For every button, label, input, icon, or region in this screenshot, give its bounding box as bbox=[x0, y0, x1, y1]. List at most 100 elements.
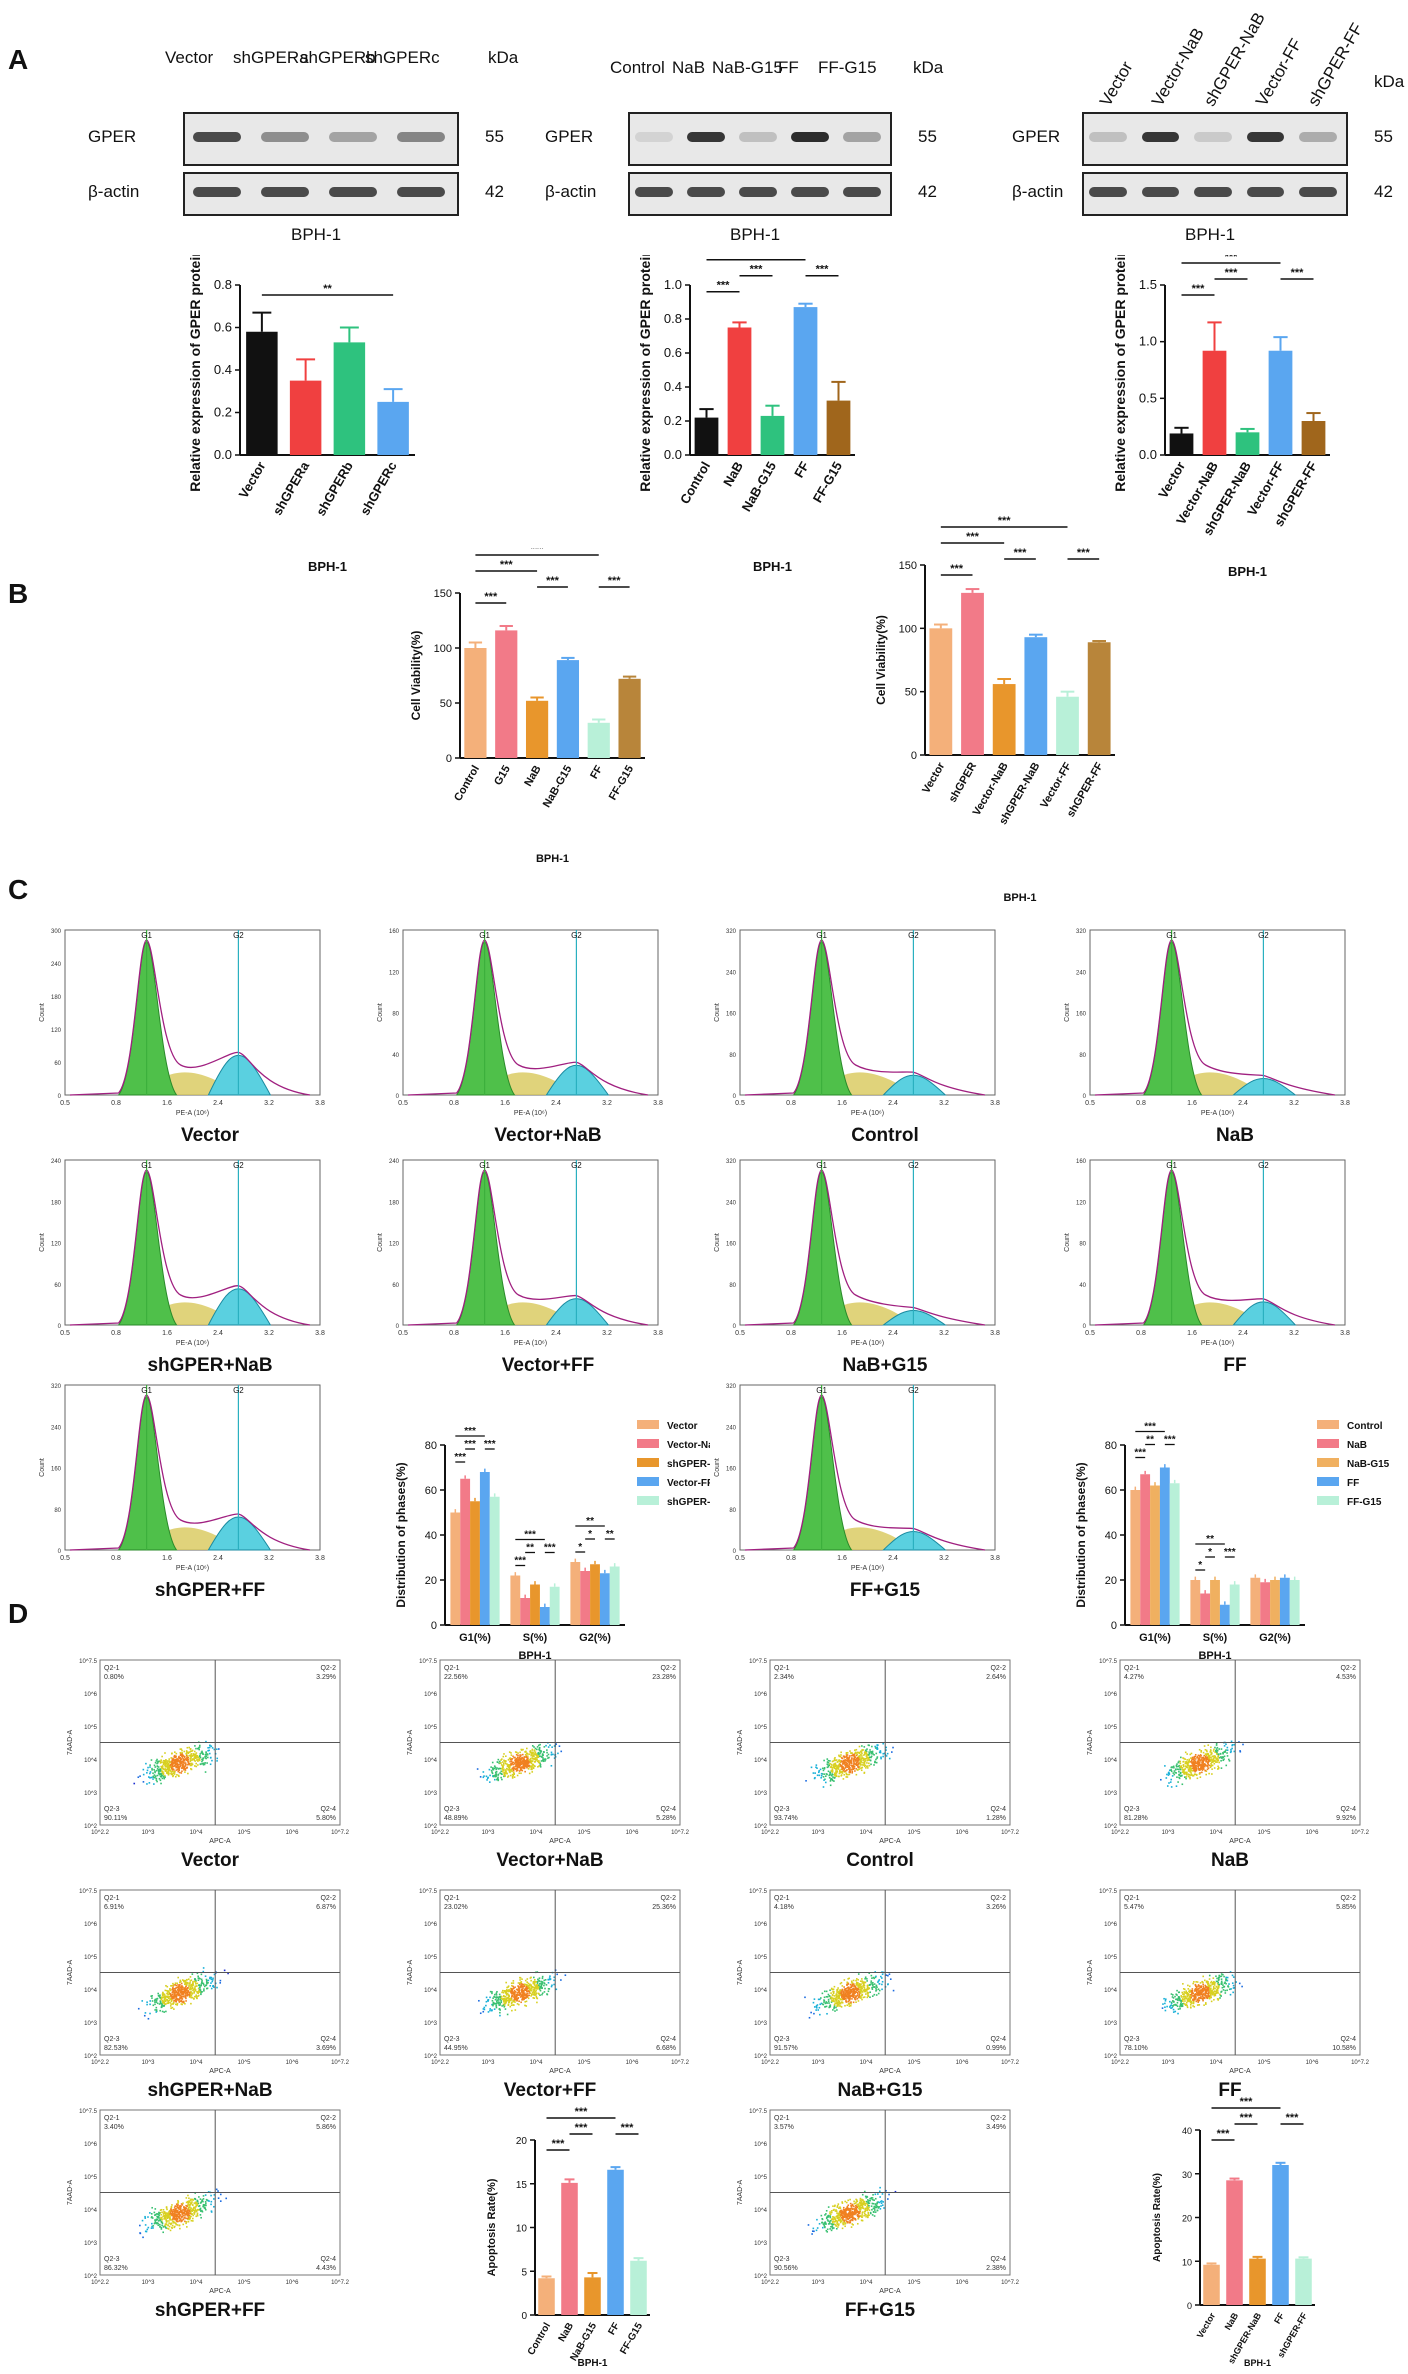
scatter-caption: NaB+G15 bbox=[837, 2080, 923, 2101]
bar bbox=[1024, 637, 1048, 755]
x-axis-label: APC-A bbox=[209, 2068, 231, 2075]
protein-band bbox=[260, 187, 310, 197]
kda-label: kDa bbox=[913, 58, 944, 77]
fit-curve bbox=[1094, 939, 1336, 1096]
apoptosis-scatter-plot: Q2-1 22.56% Q2-2 23.28% Q2-3 48.89% Q2-4 5.28% 1… bbox=[407, 1659, 690, 1845]
bar bbox=[1210, 1580, 1220, 1625]
quadrant-q2-4-label: 0.99% bbox=[986, 2045, 1006, 2052]
protein-name-label: β-actin bbox=[88, 182, 140, 201]
significance-label: *** bbox=[1144, 1422, 1156, 1433]
x-tick-label: 10^6 bbox=[286, 2280, 299, 2286]
bar bbox=[1295, 2258, 1312, 2305]
y-tick-label: 10^7.5 bbox=[419, 1889, 437, 1895]
y-tick-label: 120 bbox=[51, 1242, 62, 1248]
y-tick-label: 10^2 bbox=[1104, 2054, 1117, 2060]
category-label: shGPER bbox=[947, 760, 979, 804]
bar bbox=[1301, 421, 1326, 455]
g1-peak-label: G1 bbox=[141, 1161, 152, 1170]
x-axis-label: BPH-1 bbox=[1244, 2358, 1271, 2368]
y-tick-label: 1.0 bbox=[664, 277, 682, 292]
blot-lane-label: NaB bbox=[672, 58, 706, 77]
bar bbox=[246, 331, 278, 455]
y-tick-label: 10^3 bbox=[1104, 1791, 1117, 1797]
x-axis-label: APC-A bbox=[879, 2068, 901, 2075]
x-tick-label: 0.5 bbox=[60, 1555, 70, 1562]
x-tick-label: 1.6 bbox=[162, 1100, 172, 1107]
group-label: G1(%) bbox=[459, 1632, 491, 1644]
x-tick-label: 10^2.2 bbox=[91, 2060, 109, 2066]
panel-label-a: A bbox=[8, 44, 29, 75]
category-label: FF bbox=[1272, 2311, 1286, 2326]
x-tick-label: 0.5 bbox=[735, 1330, 745, 1337]
bar bbox=[587, 722, 610, 758]
bar bbox=[495, 630, 518, 758]
x-tick-label: 3.2 bbox=[939, 1555, 949, 1562]
quadrant-q2-3-label: Q2-3 bbox=[104, 2256, 120, 2263]
y-tick-label: 10^6 bbox=[1104, 1922, 1117, 1928]
fit-curve bbox=[407, 1169, 649, 1326]
fit-curve bbox=[1094, 1169, 1336, 1326]
y-tick-label: 320 bbox=[726, 1384, 737, 1390]
category-label: Vector bbox=[1195, 2311, 1218, 2340]
protein-band bbox=[1194, 187, 1232, 197]
x-axis-label: APC-A bbox=[1229, 1838, 1251, 1845]
quadrant-q2-3-label: 48.89% bbox=[444, 1815, 468, 1822]
x-tick-label: 2.4 bbox=[213, 1555, 223, 1562]
bar bbox=[1159, 1467, 1170, 1625]
x-tick-label: 0.8 bbox=[111, 1555, 121, 1562]
g2-peak bbox=[545, 1064, 610, 1096]
y-tick-label: 240 bbox=[51, 1159, 62, 1165]
kda-value: 55 bbox=[1374, 127, 1393, 146]
group-label: S(%) bbox=[523, 1632, 548, 1644]
y-axis-label: 7AAD-A bbox=[407, 1730, 414, 1756]
y-tick-label: 10^4 bbox=[424, 1758, 437, 1764]
quadrant-q2-2-label: Q2-2 bbox=[990, 2115, 1006, 2122]
x-tick-label: 10^4 bbox=[530, 2060, 543, 2066]
quadrant-q2-4-label: Q2-4 bbox=[660, 2036, 676, 2043]
g1-peak bbox=[117, 1171, 178, 1326]
y-tick-label: 10^4 bbox=[84, 2208, 97, 2214]
blot-lane-label: Vector-NaB bbox=[1148, 24, 1208, 110]
gper-nab-ff-bar-chart: 0.0 0.2 0.4 0.6 0.8 1.0 Relative expression of… bbox=[637, 255, 855, 574]
histogram-caption: shGPER+FF bbox=[154, 1580, 266, 1601]
y-tick-label: 160 bbox=[51, 1467, 62, 1473]
histogram-caption: NaB bbox=[1215, 1125, 1254, 1146]
y-tick-label: 30 bbox=[1182, 2170, 1192, 2180]
gper-vector-shgper-bar-chart: 0.0 0.5 1.0 1.5 Relative expression of GPER … bbox=[1112, 255, 1330, 579]
y-tick-label: 0 bbox=[1187, 2301, 1192, 2311]
y-tick-label: 10^6 bbox=[84, 1692, 97, 1698]
x-tick-label: 3.8 bbox=[1340, 1330, 1350, 1337]
y-tick-label: 10^4 bbox=[1104, 1988, 1117, 1994]
x-tick-label: 1.6 bbox=[500, 1100, 510, 1107]
blot-lane-label: shGPERa bbox=[233, 48, 309, 67]
kda-value: 42 bbox=[1374, 182, 1393, 201]
quadrant-q2-3-label: 90.56% bbox=[774, 2265, 798, 2272]
x-tick-label: 2.4 bbox=[551, 1330, 561, 1337]
bar bbox=[525, 700, 549, 758]
quadrant-q2-1-label: 23.02% bbox=[444, 1904, 468, 1911]
x-tick-label: 10^6 bbox=[1306, 1830, 1319, 1836]
protein-band bbox=[260, 132, 310, 142]
significance-label: *** bbox=[717, 280, 731, 292]
blot-lane-label: Control bbox=[610, 58, 665, 77]
quadrant-q2-1-label: Q2-1 bbox=[444, 1665, 460, 1672]
x-tick-label: 10^2.2 bbox=[1111, 2060, 1129, 2066]
y-tick-label: 0 bbox=[1083, 1324, 1087, 1330]
y-tick-label: 60 bbox=[425, 1485, 437, 1497]
x-tick-label: 3.2 bbox=[939, 1100, 949, 1107]
y-tick-label: 0 bbox=[446, 753, 452, 765]
bar bbox=[580, 1571, 591, 1625]
apoptosis-scatter-plot: Q2-1 5.47% Q2-2 5.85% Q2-3 78.10% Q2-4 10.58% 10… bbox=[1087, 1889, 1370, 2075]
quadrant-q2-3-label: Q2-3 bbox=[1124, 1806, 1140, 1813]
bar bbox=[538, 2278, 555, 2315]
protein-band bbox=[1246, 132, 1285, 142]
legend-label: FF bbox=[1347, 1478, 1359, 1489]
fit-curve bbox=[69, 939, 311, 1096]
x-axis-label: PE-A (10⁶) bbox=[851, 1110, 884, 1117]
bar bbox=[1140, 1474, 1151, 1625]
quadrant-q2-2-label: 3.49% bbox=[986, 2124, 1006, 2131]
significance-label: ** bbox=[323, 283, 332, 295]
y-tick-label: 120 bbox=[389, 970, 400, 976]
plot-frame bbox=[64, 1159, 321, 1326]
cell-cycle-g15-chart: 0 20 40 60 80 Distribution of phases(%) G1(%) S… bbox=[1074, 1420, 1390, 1662]
